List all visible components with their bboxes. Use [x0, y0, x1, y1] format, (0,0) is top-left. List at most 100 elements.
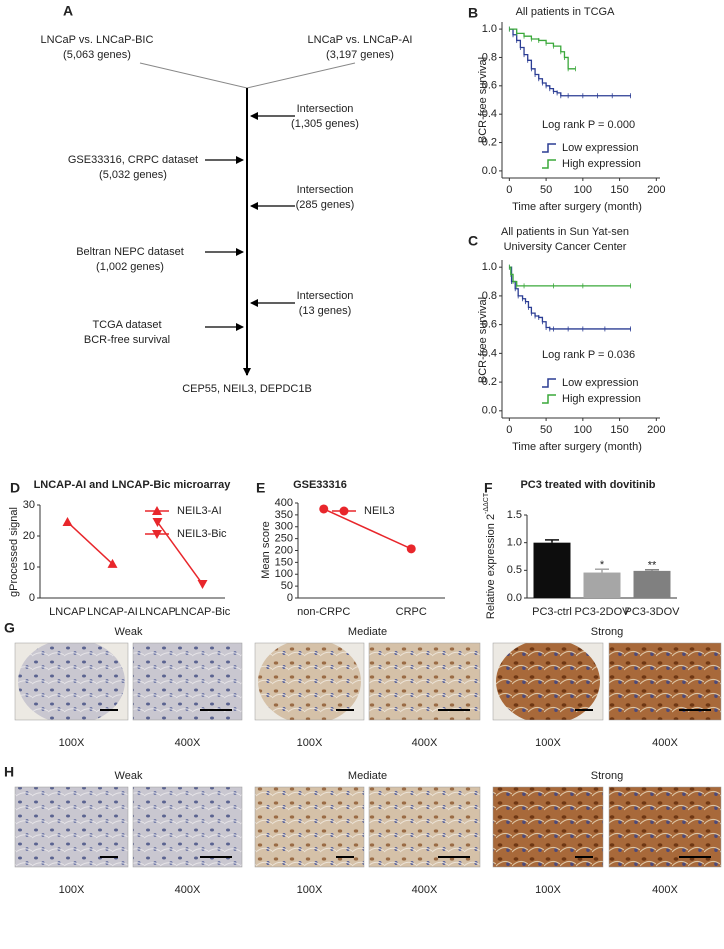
significance: ** [648, 560, 657, 572]
micrograph [133, 787, 242, 867]
y-tick-label: 200 [275, 544, 293, 556]
y-axis-label: Mean score [260, 521, 272, 578]
group-title: Weak [115, 770, 143, 782]
y-axis-label-text: BCR-free survival [477, 57, 489, 143]
bar [533, 542, 571, 598]
magnification: 100X [535, 884, 561, 896]
magnification: 100X [59, 884, 85, 896]
y-axis-label: gProcessed signal [8, 507, 20, 597]
magnification: 100X [535, 737, 561, 749]
merge-lines [139, 62, 356, 89]
chart-title: GSE33316 [293, 479, 347, 491]
legend-swatch [542, 394, 556, 404]
x-tick-label: 0 [506, 184, 512, 196]
node-detail: (5,063 genes) [63, 49, 131, 61]
legend-label: NEIL3-Bic [177, 528, 227, 540]
y-tick-label: 0.6 [482, 319, 497, 331]
legend-label: High expression [562, 393, 641, 405]
y-axis-label-text: Relative expression 2 [485, 514, 497, 619]
node-detail: BCR-free survival [84, 334, 170, 346]
node-title: Beltran NEPC dataset [76, 246, 184, 258]
point [319, 504, 329, 514]
micrograph [369, 643, 480, 720]
node-detail: (285 genes) [296, 199, 355, 211]
x-tick-label: LNCAP-Bic [175, 606, 231, 618]
x-tick-label: 200 [647, 424, 665, 436]
chart-title: All patients in Sun Yat-sen [501, 226, 629, 238]
y-tick-label: 300 [275, 521, 293, 533]
point [152, 518, 163, 528]
x-tick-label: PC3-2DOV [574, 606, 630, 618]
y-axis-label-text: Mean score [260, 521, 272, 578]
y-tick-label: 20 [23, 530, 35, 542]
x-tick-label: PC3-ctrl [532, 606, 572, 618]
magnification: 400X [652, 737, 678, 749]
micrograph-frame [368, 642, 481, 721]
y-tick-label: 0 [29, 592, 35, 604]
x-tick-label: 50 [540, 424, 552, 436]
survival-curve [509, 266, 631, 330]
y-tick-label: 1.5 [507, 509, 522, 521]
magnification: 400X [175, 737, 201, 749]
y-axis-label-exponent: -ΔΔCT [483, 492, 490, 514]
x-axis-label: Time after surgery (month) [512, 201, 642, 213]
micrograph [493, 787, 603, 867]
x-tick-label: LNCAP [49, 606, 86, 618]
micrograph-frame [14, 642, 129, 721]
x-tick-label: 100 [574, 184, 592, 196]
micrograph-frame [132, 786, 243, 868]
y-tick-label: 0.4 [482, 108, 497, 120]
y-tick-label: 0.4 [482, 347, 497, 359]
y-tick-label: 1.0 [482, 23, 497, 35]
group-title: Mediate [348, 626, 387, 638]
y-tick-label: 0.8 [482, 290, 497, 302]
micrograph-frame [14, 786, 129, 868]
micrograph-frame [254, 642, 365, 721]
magnification: 100X [297, 884, 323, 896]
panel-label: G [4, 620, 15, 636]
group-title: Mediate [348, 770, 387, 782]
y-axis-label: BCR-free survival [477, 297, 489, 383]
survival-curve [509, 28, 576, 70]
micrograph [133, 643, 242, 720]
y-tick-label: 0 [287, 592, 293, 604]
series-line [156, 521, 204, 585]
x-tick-label: 0 [506, 424, 512, 436]
result: CEP55, NEIL3, DEPDC1B [182, 383, 312, 395]
legend-label: High expression [562, 158, 641, 170]
x-axis-label: Time after surgery (month) [512, 441, 642, 453]
y-tick-label: 30 [23, 499, 35, 511]
x-tick-label: 50 [540, 184, 552, 196]
legend-label: Low expression [562, 142, 638, 154]
micrograph-frame [492, 642, 604, 721]
y-tick-label: 0.2 [482, 376, 497, 388]
node-title: LNCaP vs. LNCaP-AI [308, 34, 413, 46]
x-tick-label: 150 [610, 424, 628, 436]
legend-label: NEIL3-AI [177, 505, 222, 517]
micrograph-frame [254, 786, 365, 868]
micrograph-frame [492, 786, 604, 868]
x-tick-label: CRPC [396, 606, 427, 618]
micrograph [496, 643, 600, 720]
magnification: 400X [412, 737, 438, 749]
survival-curve [509, 266, 631, 287]
y-axis-label-text: BCR-free survival [477, 297, 489, 383]
micrograph [18, 643, 125, 720]
micrograph [255, 787, 364, 867]
point [152, 506, 162, 515]
point [62, 517, 73, 527]
y-axis-label-text: gProcessed signal [8, 507, 20, 597]
series-line [323, 508, 412, 550]
chart-title: LNCAP-AI and LNCAP-Bic microarray [34, 479, 232, 491]
series-line [66, 521, 114, 565]
point [406, 544, 416, 554]
micrograph-frame [608, 642, 722, 721]
y-axis-label: BCR-free survival [477, 57, 489, 143]
annotation: Log rank P = 0.036 [542, 349, 635, 361]
y-tick-label: 0.0 [482, 405, 497, 417]
chart-title: University Cancer Center [504, 241, 627, 253]
micrograph [609, 787, 721, 867]
micrograph-frame [132, 642, 243, 721]
bar [583, 572, 621, 598]
group-title: Strong [591, 626, 623, 638]
